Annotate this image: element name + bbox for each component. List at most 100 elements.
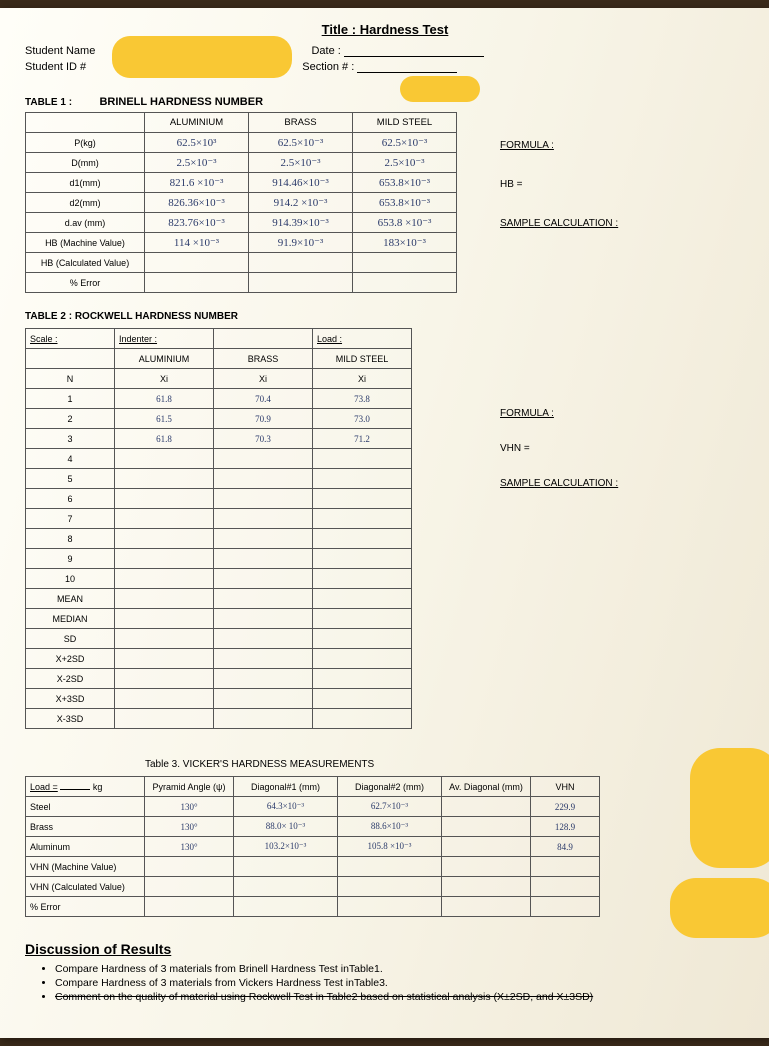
t2-ct0 xyxy=(26,349,115,369)
t1-rowhdr: P(kg) xyxy=(26,133,145,153)
table1-side-notes: FORMULA : HB = SAMPLE CALCULATION : xyxy=(500,140,618,229)
date-blank xyxy=(344,46,484,57)
t1-cell xyxy=(353,253,457,273)
t2-cell xyxy=(313,629,412,649)
t2-rowhdr: 3 xyxy=(26,429,115,449)
t1-rowhdr: d.av (mm) xyxy=(26,213,145,233)
table1-block: TABLE 1 : BRINELL HARDNESS NUMBER ALUMIN… xyxy=(25,87,745,293)
t2-cell xyxy=(115,709,214,729)
t2-cs3: Xi xyxy=(313,369,412,389)
redaction-section xyxy=(400,76,480,102)
t3-h5: VHN xyxy=(531,777,600,797)
t2-cell xyxy=(214,689,313,709)
t3-h4: Av. Diagonal (mm) xyxy=(442,777,531,797)
t3-cell xyxy=(145,897,234,917)
table1: ALUMINIUM BRASS MILD STEEL P(kg)62.5×10³… xyxy=(25,112,457,293)
t2-cell: 61.8 xyxy=(115,429,214,449)
t3-cell xyxy=(338,897,442,917)
t1-cell: 114 ×10⁻³ xyxy=(145,233,249,253)
t2-cell xyxy=(214,609,313,629)
t2-rowhdr: 10 xyxy=(26,569,115,589)
table3-block: Table 3. VICKER'S HARDNESS MEASUREMENTS … xyxy=(25,759,745,917)
t2-sample-label: SAMPLE CALCULATION : xyxy=(500,478,618,489)
t3-cell xyxy=(145,857,234,877)
t2-cs2: Xi xyxy=(214,369,313,389)
t3-h2: Diagonal#1 (mm) xyxy=(234,777,338,797)
table2-row: 4 xyxy=(26,449,412,469)
t3-cell xyxy=(531,897,600,917)
discussion-title: Discussion of Results xyxy=(25,941,745,957)
t3-cell xyxy=(234,857,338,877)
t2-cell xyxy=(313,569,412,589)
table3-row: Steel130°64.3×10⁻³62.7×10⁻³229.9 xyxy=(26,797,600,817)
t2-cell xyxy=(313,549,412,569)
t2-cell: 73.0 xyxy=(313,409,412,429)
t1-cell: 62.5×10⁻³ xyxy=(249,133,353,153)
table2-row: X-3SD xyxy=(26,709,412,729)
disc-item-2: Compare Hardness of 3 materials from Vic… xyxy=(55,977,745,989)
t1-cell xyxy=(145,253,249,273)
t1-cell: 653.8×10⁻³ xyxy=(353,173,457,193)
t2-cell xyxy=(115,569,214,589)
section-label: Section # : xyxy=(302,61,354,73)
t2-rowhdr: 9 xyxy=(26,549,115,569)
t3-cell: 103.2×10⁻³ xyxy=(234,837,338,857)
t1-rowhdr: HB (Calculated Value) xyxy=(26,253,145,273)
t1-cell: 823.76×10⁻³ xyxy=(145,213,249,233)
t3-cell: 128.9 xyxy=(531,817,600,837)
t3-h1: Pyramid Angle (ψ) xyxy=(145,777,234,797)
t1-cell: 62.5×10⁻³ xyxy=(353,133,457,153)
t1-cell: 62.5×10³ xyxy=(145,133,249,153)
page-title: Title : Hardness Test xyxy=(25,22,745,37)
table3-row: Brass130°88.0× 10⁻³88.6×10⁻³128.9 xyxy=(26,817,600,837)
table3: Load = kg Pyramid Angle (ψ) Diagonal#1 (… xyxy=(25,776,600,917)
t1-cell: 2.5×10⁻³ xyxy=(353,153,457,173)
t2-cell xyxy=(313,589,412,609)
t2-cell xyxy=(115,549,214,569)
table3-row: VHN (Machine Value) xyxy=(26,857,600,877)
t2-cell xyxy=(115,669,214,689)
t2-cell: 73.8 xyxy=(313,389,412,409)
t2-rowhdr: 7 xyxy=(26,509,115,529)
table1-row: HB (Calculated Value) xyxy=(26,253,457,273)
t2-formula-label: FORMULA : xyxy=(500,408,618,419)
discussion-list: Compare Hardness of 3 materials from Bri… xyxy=(55,963,745,1003)
t3-rowhdr: VHN (Calculated Value) xyxy=(26,877,145,897)
t1-cell: 826.36×10⁻³ xyxy=(145,193,249,213)
t2-cell xyxy=(115,449,214,469)
t2-cell xyxy=(214,589,313,609)
t2-cell: 70.4 xyxy=(214,389,313,409)
t3-cell xyxy=(338,857,442,877)
t1-cell: 653.8 ×10⁻³ xyxy=(353,213,457,233)
t3-cell: 130° xyxy=(145,797,234,817)
t3-cell xyxy=(531,877,600,897)
t3-rowhdr: Aluminum xyxy=(26,837,145,857)
table2-row: 7 xyxy=(26,509,412,529)
t2-cell xyxy=(313,509,412,529)
t2-cell xyxy=(313,469,412,489)
t2-cell xyxy=(214,629,313,649)
t2-cell xyxy=(214,529,313,549)
t3-load-unit: kg xyxy=(93,782,103,792)
t2-ct1: ALUMINIUM xyxy=(115,349,214,369)
t2-cell xyxy=(115,609,214,629)
t2-cell: 61.5 xyxy=(115,409,214,429)
t2-cell xyxy=(313,529,412,549)
t1-cell: 914.39×10⁻³ xyxy=(249,213,353,233)
t3-cell xyxy=(234,897,338,917)
table2-row: X-2SD xyxy=(26,669,412,689)
t2-cs0: N xyxy=(26,369,115,389)
t3-rowhdr: Steel xyxy=(26,797,145,817)
t2-rowhdr: MEDIAN xyxy=(26,609,115,629)
t2-sub-row: N Xi Xi Xi xyxy=(26,369,412,389)
t1-cell: 91.9×10⁻³ xyxy=(249,233,353,253)
t2-cell xyxy=(313,709,412,729)
date-label: Date : xyxy=(311,45,340,57)
t1-cell: 653.8×10⁻³ xyxy=(353,193,457,213)
t2-cell xyxy=(313,449,412,469)
table2: Scale : Indenter : Load : ALUMINIUM BRAS… xyxy=(25,328,412,729)
t1-rowhdr: d1(mm) xyxy=(26,173,145,193)
t3-cell xyxy=(234,877,338,897)
t1-cell: 2.5×10⁻³ xyxy=(145,153,249,173)
t3-cell: 130° xyxy=(145,817,234,837)
